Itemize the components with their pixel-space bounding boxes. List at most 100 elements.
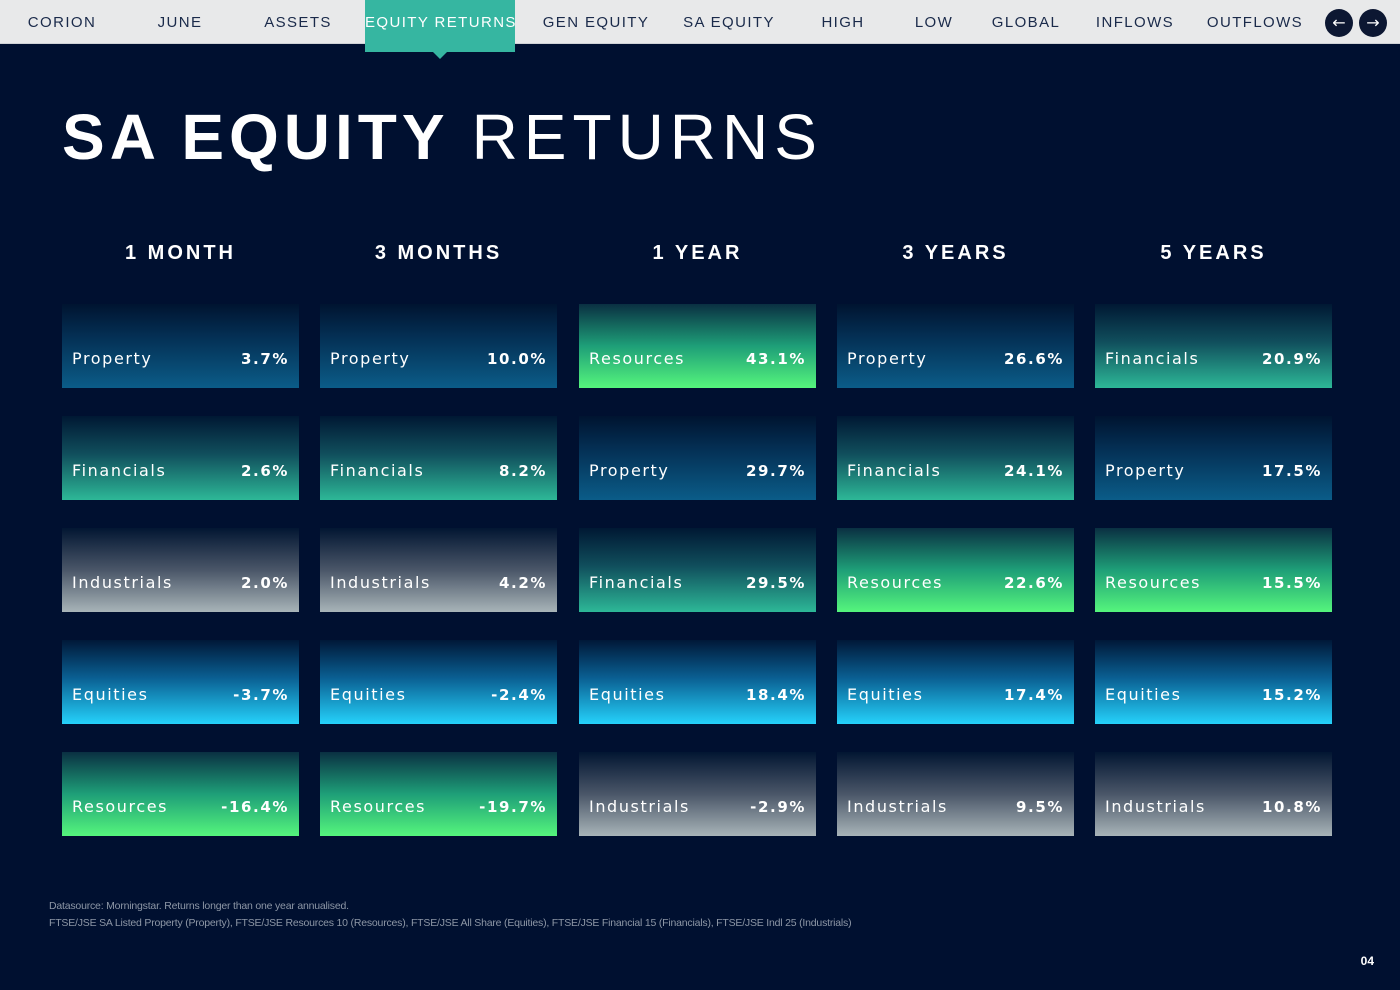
return-tile: Equities 17.4% [837, 640, 1074, 724]
nav-item-equity-returns[interactable]: EQUITY RETURNS [365, 0, 515, 59]
return-tile: Property 29.7% [579, 416, 816, 500]
nav-item-high[interactable]: HIGH [821, 14, 865, 31]
tile-return-value: 8.2% [498, 462, 547, 480]
footer-datasource: Datasource: Morningstar. Returns longer … [49, 900, 349, 912]
tile-sector-label: Resources [72, 797, 169, 816]
return-tile: Resources -16.4% [62, 752, 299, 836]
tile-return-value: 15.5% [1261, 574, 1322, 592]
return-tile: Industrials 9.5% [837, 752, 1074, 836]
nav-item-corion[interactable]: CORION [27, 14, 97, 31]
nav-item-outflows[interactable]: OUTFLOWS [1206, 14, 1304, 31]
prev-arrow-icon[interactable]: ← [1325, 9, 1353, 37]
tile-sector-label: Property [330, 349, 411, 368]
tile-return-value: -16.4% [221, 798, 289, 816]
next-arrow-icon[interactable]: → [1359, 9, 1387, 37]
return-tile: Resources 15.5% [1095, 528, 1332, 612]
tile-sector-label: Equities [330, 685, 407, 704]
tile-return-value: 26.6% [1003, 350, 1064, 368]
nav-item-june[interactable]: JUNE [157, 14, 203, 31]
column-header-3-years: 3 YEARS [902, 242, 1009, 264]
return-tile: Financials 20.9% [1095, 304, 1332, 388]
tile-sector-label: Resources [847, 573, 944, 592]
return-tile: Resources 43.1% [579, 304, 816, 388]
tile-sector-label: Resources [330, 797, 427, 816]
tile-return-value: 29.7% [745, 462, 806, 480]
tile-sector-label: Financials [1105, 349, 1200, 368]
tile-return-value: 20.9% [1261, 350, 1322, 368]
tile-sector-label: Equities [589, 685, 666, 704]
column-header-1-month: 1 MONTH [125, 242, 236, 264]
nav-item-low[interactable]: LOW [914, 14, 954, 31]
tile-sector-label: Industrials [847, 797, 948, 816]
column-header-1-year: 1 YEAR [652, 242, 743, 264]
return-tile: Property 3.7% [62, 304, 299, 388]
tile-sector-label: Equities [847, 685, 924, 704]
return-tile: Property 26.6% [837, 304, 1074, 388]
top-nav-bar: CORION JUNE ASSETS EQUITY RETURNS GEN EQ… [0, 0, 1400, 59]
nav-item-assets[interactable]: ASSETS [264, 14, 332, 31]
page-number: 04 [1360, 954, 1374, 968]
page-title: SA EQUITY RETURNS [62, 100, 823, 174]
nav-item-global[interactable]: GLOBAL [991, 14, 1061, 31]
tile-return-value: -19.7% [479, 798, 547, 816]
tile-return-value: -2.9% [750, 798, 806, 816]
tile-return-value: 2.6% [240, 462, 289, 480]
return-tile: Industrials 2.0% [62, 528, 299, 612]
tile-sector-label: Industrials [72, 573, 173, 592]
tile-sector-label: Resources [1105, 573, 1202, 592]
return-tile: Financials 24.1% [837, 416, 1074, 500]
tile-sector-label: Equities [1105, 685, 1182, 704]
return-tile: Property 17.5% [1095, 416, 1332, 500]
return-tile: Equities 15.2% [1095, 640, 1332, 724]
tile-sector-label: Property [589, 461, 670, 480]
tile-return-value: 29.5% [745, 574, 806, 592]
return-tile: Equities -3.7% [62, 640, 299, 724]
tile-sector-label: Financials [847, 461, 942, 480]
tile-sector-label: Financials [72, 461, 167, 480]
nav-item-sa-equity[interactable]: SA EQUITY [683, 14, 775, 31]
return-tile: Industrials 4.2% [320, 528, 557, 612]
column-header-3-months: 3 MONTHS [374, 242, 503, 264]
tile-return-value: -2.4% [491, 686, 547, 704]
tile-sector-label: Industrials [330, 573, 431, 592]
tile-return-value: 10.0% [486, 350, 547, 368]
return-tile: Equities 18.4% [579, 640, 816, 724]
tile-return-value: 43.1% [745, 350, 806, 368]
tile-sector-label: Industrials [589, 797, 690, 816]
tile-sector-label: Financials [330, 461, 425, 480]
tile-return-value: 9.5% [1015, 798, 1064, 816]
return-tile: Industrials 10.8% [1095, 752, 1332, 836]
return-tile: Financials 29.5% [579, 528, 816, 612]
nav-item-gen-equity[interactable]: GEN EQUITY [542, 14, 650, 31]
page-title-bold: SA EQUITY [62, 101, 450, 173]
tile-sector-label: Equities [72, 685, 149, 704]
tile-return-value: 4.2% [498, 574, 547, 592]
return-tile: Equities -2.4% [320, 640, 557, 724]
tile-sector-label: Property [847, 349, 928, 368]
tile-return-value: 10.8% [1261, 798, 1322, 816]
return-tile: Industrials -2.9% [579, 752, 816, 836]
tile-return-value: 22.6% [1003, 574, 1064, 592]
tile-sector-label: Resources [589, 349, 686, 368]
tile-return-value: 2.0% [240, 574, 289, 592]
return-tile: Property 10.0% [320, 304, 557, 388]
tile-sector-label: Property [1105, 461, 1186, 480]
tile-sector-label: Industrials [1105, 797, 1206, 816]
return-tile: Resources 22.6% [837, 528, 1074, 612]
tile-return-value: 17.5% [1261, 462, 1322, 480]
tile-return-value: 17.4% [1003, 686, 1064, 704]
return-tile: Financials 2.6% [62, 416, 299, 500]
tile-return-value: 18.4% [745, 686, 806, 704]
tile-return-value: 15.2% [1261, 686, 1322, 704]
return-tile: Resources -19.7% [320, 752, 557, 836]
tile-return-value: -3.7% [233, 686, 289, 704]
tile-sector-label: Financials [589, 573, 684, 592]
tile-return-value: 3.7% [240, 350, 289, 368]
footer-index-key: FTSE/JSE SA Listed Property (Property), … [49, 917, 852, 929]
column-header-5-years: 5 YEARS [1160, 242, 1267, 264]
return-tile: Financials 8.2% [320, 416, 557, 500]
tile-return-value: 24.1% [1003, 462, 1064, 480]
page-title-light: RETURNS [471, 101, 823, 173]
tile-sector-label: Property [72, 349, 153, 368]
nav-item-inflows[interactable]: INFLOWS [1095, 14, 1175, 31]
